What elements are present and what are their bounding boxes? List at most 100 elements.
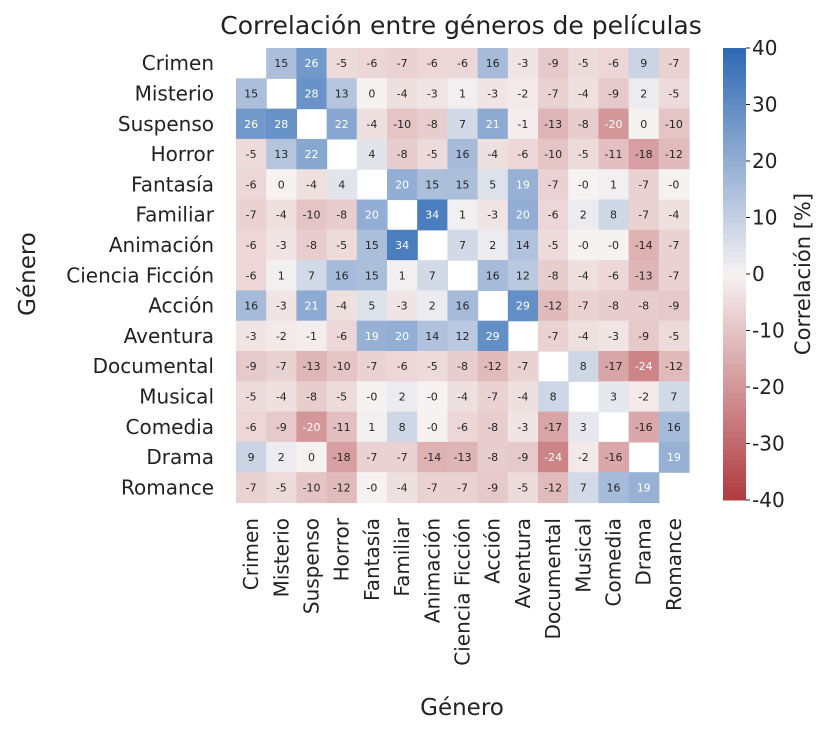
cell-value-label: 15 bbox=[456, 178, 470, 191]
colorbar-segment bbox=[723, 132, 746, 139]
heatmap-cell bbox=[266, 48, 297, 79]
colorbar-segment bbox=[723, 76, 746, 83]
colorbar-segment bbox=[723, 426, 746, 433]
colorbar-segment bbox=[723, 144, 746, 151]
heatmap-cell bbox=[598, 260, 630, 291]
cell-value-label: -7 bbox=[427, 481, 438, 494]
heatmap-cell bbox=[326, 351, 358, 382]
cell-value-label: -3 bbox=[487, 209, 498, 222]
heatmap-cell bbox=[477, 138, 509, 170]
cell-value-label: 9 bbox=[640, 57, 647, 70]
colorbar-segment bbox=[723, 420, 746, 428]
heatmap-cell bbox=[296, 320, 328, 352]
heatmap-cell bbox=[598, 472, 630, 504]
cell-value-label: 15 bbox=[365, 269, 379, 282]
cell-value-label: -5 bbox=[276, 481, 287, 494]
cell-value-label: -6 bbox=[246, 269, 257, 282]
heatmap-cell bbox=[326, 260, 358, 291]
cell-value-label: -5 bbox=[668, 87, 679, 100]
cell-value-label: 13 bbox=[335, 87, 349, 100]
heatmap-cell bbox=[417, 260, 448, 291]
colorbar-segment bbox=[723, 347, 746, 354]
heatmap-cell bbox=[387, 351, 418, 382]
heatmap-cell bbox=[266, 260, 297, 291]
heatmap-cell bbox=[447, 169, 479, 201]
heatmap-cell bbox=[266, 290, 297, 322]
colorbar-segment bbox=[723, 443, 746, 450]
heatmap-cell bbox=[568, 138, 599, 170]
cell-value-label: -4 bbox=[306, 178, 317, 191]
heatmap-cell bbox=[538, 229, 569, 261]
y-tick-label: Musical bbox=[139, 384, 214, 408]
cell-value-label: -7 bbox=[397, 451, 408, 464]
heatmap-cell bbox=[507, 48, 539, 79]
heatmap-cell bbox=[598, 290, 630, 322]
heatmap-cell bbox=[628, 229, 660, 261]
colorbar-segment bbox=[723, 121, 746, 128]
heatmap-cell bbox=[477, 472, 509, 504]
cell-value-label: -2 bbox=[517, 87, 528, 100]
cell-value-label: -3 bbox=[397, 300, 408, 313]
heatmap-cell bbox=[477, 411, 509, 443]
colorbar-label: Correlación [%] bbox=[791, 193, 815, 355]
cell-value-label: -6 bbox=[457, 57, 468, 70]
cell-value-label: 20 bbox=[365, 209, 379, 222]
colorbar-segment bbox=[723, 81, 746, 89]
cell-value-label: 15 bbox=[425, 178, 439, 191]
cell-value-label: 19 bbox=[637, 481, 651, 494]
heatmap-cell bbox=[598, 351, 630, 382]
heatmap-cell bbox=[356, 351, 388, 382]
cell-value-label: -16 bbox=[605, 451, 623, 464]
heatmap-cell bbox=[266, 381, 297, 413]
y-tick-label: Ciencia Ficción bbox=[66, 263, 214, 287]
heatmap-cell bbox=[326, 108, 358, 140]
cell-value-label: 3 bbox=[610, 390, 617, 403]
cell-value-label: -5 bbox=[668, 330, 679, 343]
heatmap-cell bbox=[236, 169, 267, 201]
heatmap-cell bbox=[326, 320, 358, 352]
cell-value-label: -0 bbox=[427, 421, 438, 434]
cell-value-label: -9 bbox=[517, 451, 528, 464]
colorbar-segment bbox=[723, 307, 746, 315]
colorbar-segment bbox=[723, 296, 746, 303]
heatmap-cell bbox=[658, 48, 690, 79]
cell-value-label: -5 bbox=[517, 481, 528, 494]
cell-value-label: -2 bbox=[638, 390, 649, 403]
cell-value-label: 1 bbox=[459, 87, 466, 100]
heatmap-cell bbox=[447, 472, 479, 504]
x-tick-label: Aventura bbox=[511, 518, 535, 608]
heatmap-cell bbox=[296, 351, 328, 382]
cell-value-label: -13 bbox=[544, 118, 562, 131]
cell-value-label: -16 bbox=[635, 421, 653, 434]
x-tick-label: Comedia bbox=[602, 518, 626, 607]
cell-value-label: 16 bbox=[456, 148, 470, 161]
heatmap-cell bbox=[417, 441, 448, 473]
heatmap-cell bbox=[356, 441, 388, 473]
cell-value-label: -5 bbox=[246, 148, 257, 161]
cell-value-label: -8 bbox=[487, 451, 498, 464]
cell-value-label: -5 bbox=[336, 57, 347, 70]
cell-value-label: -10 bbox=[544, 148, 562, 161]
heatmap-cell bbox=[387, 169, 418, 201]
cell-value-label: 12 bbox=[456, 330, 470, 343]
colorbar-segment bbox=[723, 161, 746, 168]
cell-value-label: -7 bbox=[397, 57, 408, 70]
cell-value-label: -4 bbox=[578, 330, 589, 343]
cell-value-label: -17 bbox=[544, 421, 562, 434]
heatmap-cell bbox=[447, 290, 479, 322]
heatmap-cell bbox=[417, 48, 448, 79]
heatmap-cell bbox=[477, 441, 509, 473]
heatmap-cell bbox=[507, 169, 539, 201]
cell-value-label: -0 bbox=[608, 239, 619, 252]
heatmap-cell bbox=[568, 199, 599, 231]
colorbar-tick-label: -10 bbox=[752, 319, 785, 343]
cell-value-label: -6 bbox=[517, 148, 528, 161]
cell-value-label: -12 bbox=[544, 481, 562, 494]
cell-value-label: 8 bbox=[580, 360, 587, 373]
cell-value-label: 1 bbox=[368, 421, 375, 434]
cell-value-label: -0 bbox=[668, 178, 679, 191]
y-axis-label: Género bbox=[15, 232, 41, 316]
heatmap-cell bbox=[568, 290, 599, 322]
heatmap-cell bbox=[598, 441, 630, 473]
